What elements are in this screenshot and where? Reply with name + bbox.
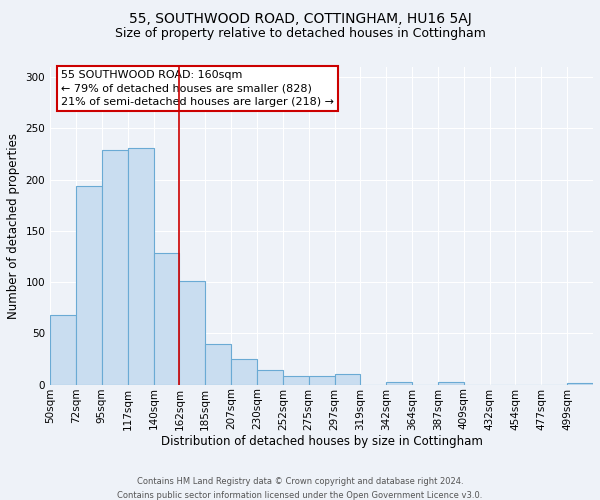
Bar — [102, 150, 128, 384]
Bar — [231, 359, 257, 384]
Bar — [308, 376, 335, 384]
Bar — [335, 374, 361, 384]
Bar — [76, 186, 102, 384]
Y-axis label: Number of detached properties: Number of detached properties — [7, 133, 20, 319]
Text: Size of property relative to detached houses in Cottingham: Size of property relative to detached ho… — [115, 28, 485, 40]
Text: Contains HM Land Registry data © Crown copyright and database right 2024.: Contains HM Land Registry data © Crown c… — [137, 478, 463, 486]
Text: 55, SOUTHWOOD ROAD, COTTINGHAM, HU16 5AJ: 55, SOUTHWOOD ROAD, COTTINGHAM, HU16 5AJ — [128, 12, 472, 26]
Bar — [257, 370, 283, 384]
Bar — [567, 382, 593, 384]
Text: 55 SOUTHWOOD ROAD: 160sqm
← 79% of detached houses are smaller (828)
21% of semi: 55 SOUTHWOOD ROAD: 160sqm ← 79% of detac… — [61, 70, 334, 106]
Bar — [205, 344, 231, 384]
Bar — [154, 254, 179, 384]
X-axis label: Distribution of detached houses by size in Cottingham: Distribution of detached houses by size … — [161, 435, 482, 448]
Bar — [438, 382, 464, 384]
Bar — [179, 281, 205, 384]
Bar — [386, 382, 412, 384]
Text: Contains public sector information licensed under the Open Government Licence v3: Contains public sector information licen… — [118, 491, 482, 500]
Bar — [283, 376, 308, 384]
Bar — [128, 148, 154, 384]
Bar — [50, 315, 76, 384]
